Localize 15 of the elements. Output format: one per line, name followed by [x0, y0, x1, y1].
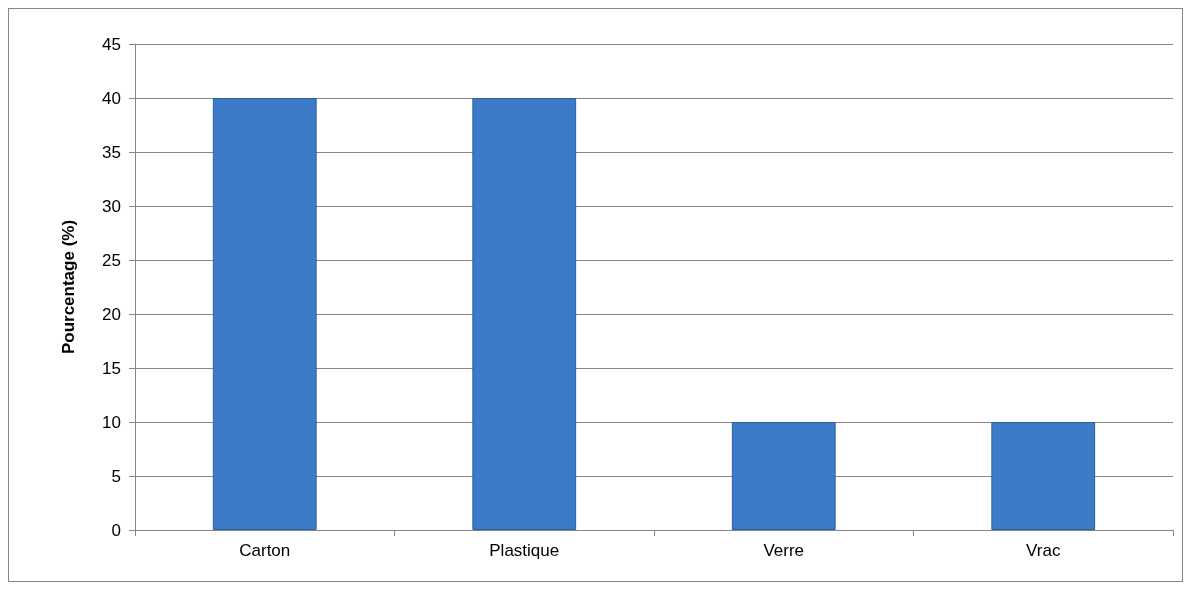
x-tick-label: Plastique — [489, 541, 560, 560]
y-tick-label: 15 — [102, 358, 121, 378]
y-tick-label: 45 — [102, 34, 121, 54]
y-tick-label: 25 — [102, 250, 121, 270]
y-tick-label: 10 — [102, 412, 121, 432]
y-tick-label: 40 — [102, 88, 121, 108]
x-tick-label: Verre — [763, 541, 805, 560]
y-tick-label: 5 — [111, 466, 121, 486]
y-tick-label: 35 — [102, 142, 121, 162]
y-tick-label: 30 — [102, 196, 121, 216]
y-tick-label: 0 — [111, 520, 121, 540]
x-tick-label: Carton — [239, 541, 291, 560]
x-tick-label: Vrac — [1026, 541, 1061, 560]
y-axis-title: Pourcentage (%) — [59, 219, 78, 355]
y-tick-label: 20 — [102, 304, 121, 324]
